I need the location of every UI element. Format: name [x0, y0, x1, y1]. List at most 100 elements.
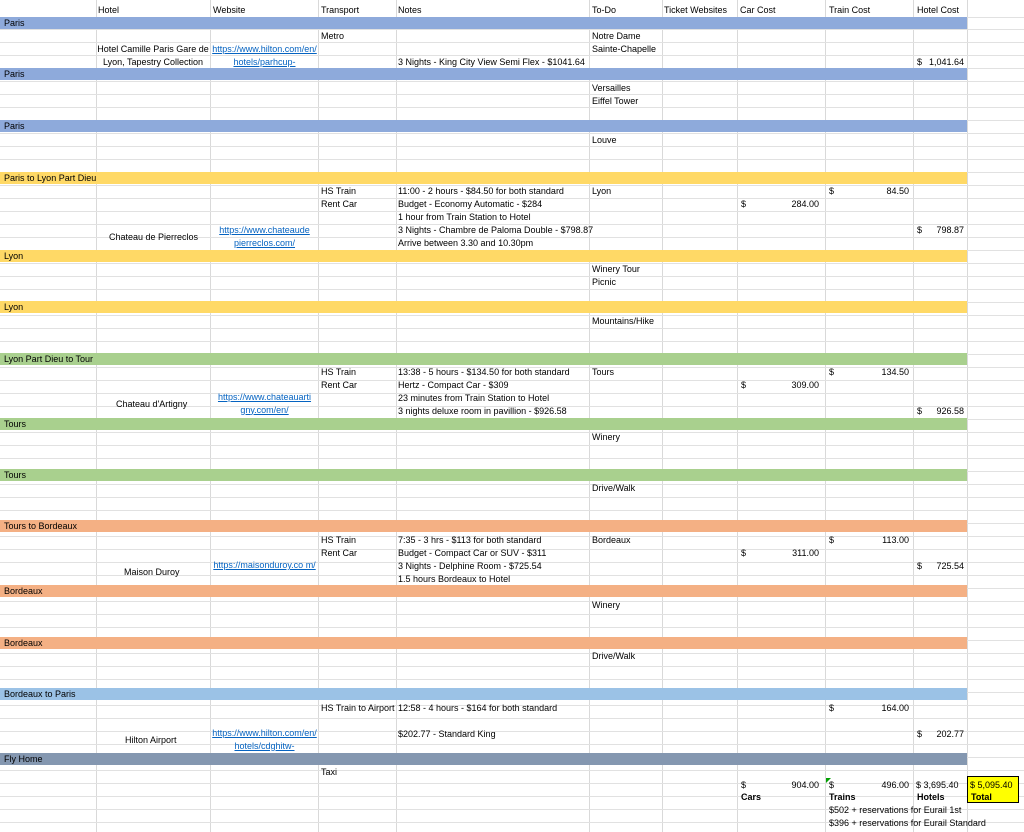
header-hotel-cost[interactable]: Hotel Cost: [917, 5, 960, 15]
gridline: [96, 0, 97, 832]
header-ticket-websites[interactable]: Ticket Websites: [664, 5, 728, 15]
gridline: [0, 55, 1024, 56]
transport-cell[interactable]: HS Train: [321, 186, 357, 196]
notes-cell[interactable]: 11:00 - 2 hours - $84.50 for both standa…: [398, 186, 564, 196]
todo-cell[interactable]: Bordeaux: [592, 535, 631, 545]
transport-cell[interactable]: Taxi: [321, 767, 338, 777]
todo-cell[interactable]: Winery Tour: [592, 264, 640, 274]
section-band-paris-to-lyon[interactable]: Paris to Lyon Part Dieu: [0, 172, 967, 184]
hotel-website-link[interactable]: https://www.hilton.com/en/hotels/parhcup…: [212, 44, 317, 67]
todo-cell[interactable]: Tours: [592, 367, 615, 377]
transport-cell[interactable]: Rent Car: [321, 548, 358, 558]
todo-cell[interactable]: Louve: [592, 135, 617, 145]
transport-cell[interactable]: HS Train to Airport: [321, 703, 395, 713]
hotel-website-link[interactable]: https://www.chateaude pierreclos.com/: [219, 225, 310, 248]
transport-cell[interactable]: Rent Car: [321, 380, 358, 390]
amount: 798.87: [936, 225, 964, 235]
hotel-website-link[interactable]: https://www.chateauarti gny.com/en/: [217, 392, 312, 415]
amount: 164.00: [881, 703, 909, 713]
section-band-fly-home[interactable]: Fly Home: [0, 753, 967, 765]
amount: 1,041.64: [928, 57, 964, 67]
hotel-name-cell[interactable]: Chateau de Pierreclos: [109, 232, 199, 242]
todo-cell[interactable]: Sainte-Chapelle: [592, 44, 657, 54]
notes-cell[interactable]: Budget - Compact Car or SUV - $311: [398, 548, 547, 558]
section-band-lyon[interactable]: Lyon: [0, 301, 967, 313]
notes-cell[interactable]: 1.5 hours Bordeaux to Hotel: [398, 574, 511, 584]
todo-cell[interactable]: Drive/Walk: [592, 651, 636, 661]
header-todo[interactable]: To-Do: [592, 5, 617, 15]
hotel-name-cell[interactable]: Hotel Camille Paris Gare de Lyon, Tapest…: [97, 44, 209, 67]
todo-cell[interactable]: Lyon: [592, 186, 612, 196]
notes-cell[interactable]: $202.77 - Standard King: [398, 729, 496, 739]
hotel-name-cell[interactable]: Hilton Airport: [125, 735, 177, 745]
section-band-lyon[interactable]: Lyon: [0, 250, 967, 262]
section-band-tours[interactable]: Tours: [0, 418, 967, 430]
notes-cell[interactable]: Hertz - Compact Car - $309: [398, 380, 509, 390]
gridline: [0, 822, 1024, 823]
amount: 84.50: [886, 186, 909, 196]
gridline: [0, 315, 1024, 316]
gridline: [0, 81, 1024, 82]
todo-cell[interactable]: Notre Dame: [592, 31, 641, 41]
eurail-standard-note[interactable]: $396 + reservations for Eurail Standard: [829, 818, 986, 828]
section-label: Paris: [4, 69, 25, 79]
todo-cell[interactable]: Winery: [592, 600, 621, 610]
header-train-cost[interactable]: Train Cost: [829, 5, 871, 15]
eurail-1st-note[interactable]: $502 + reservations for Eurail 1st: [829, 805, 962, 815]
header-website[interactable]: Website: [213, 5, 246, 15]
header-car-cost[interactable]: Car Cost: [740, 5, 776, 15]
gridline: [0, 731, 1024, 732]
hotel-name-cell[interactable]: Chateau d'Artigny: [116, 399, 188, 409]
hotel-name-cell[interactable]: Maison Duroy: [124, 567, 180, 577]
gridline: [0, 445, 1024, 446]
notes-cell[interactable]: 1 hour from Train Station to Hotel: [398, 212, 531, 222]
header-transport[interactable]: Transport: [321, 5, 360, 15]
gridline: [0, 393, 1024, 394]
cars-label[interactable]: Cars: [741, 792, 762, 802]
todo-cell[interactable]: Drive/Walk: [592, 483, 636, 493]
section-band-lyon-to-tours[interactable]: Lyon Part Dieu to Tour: [0, 353, 967, 365]
grand-total-cell[interactable]: $ 5,095.40 Total: [967, 776, 1019, 803]
header-hotel[interactable]: Hotel: [98, 5, 120, 15]
section-band-bordeaux[interactable]: Bordeaux: [0, 637, 967, 649]
transport-cell[interactable]: Metro: [321, 31, 345, 41]
todo-cell[interactable]: Mountains/Hike: [592, 316, 655, 326]
transport-cell[interactable]: HS Train: [321, 535, 357, 545]
gridline: [0, 484, 1024, 485]
notes-cell[interactable]: 12:58 - 4 hours - $164 for both standard: [398, 703, 558, 713]
notes-cell[interactable]: Budget - Economy Automatic - $284: [398, 199, 543, 209]
hotels-label[interactable]: Hotels: [917, 792, 945, 802]
transport-cell[interactable]: Rent Car: [321, 199, 358, 209]
transport-cell[interactable]: HS Train: [321, 367, 357, 377]
hotel-website-link[interactable]: https://www.hilton.com/en/hotels/cdghitw…: [212, 728, 317, 751]
notes-cell[interactable]: 3 Nights - King City View Semi Flex - $1…: [398, 57, 585, 67]
notes-cell[interactable]: 3 nights deluxe room in pavillion - $926…: [398, 406, 567, 416]
section-band-paris[interactable]: Paris: [0, 17, 967, 29]
section-band-tours[interactable]: Tours: [0, 469, 967, 481]
currency-symbol: $: [917, 406, 923, 416]
section-band-paris[interactable]: Paris: [0, 68, 967, 80]
notes-cell[interactable]: 3 Nights - Chambre de Paloma Double - $7…: [398, 225, 594, 235]
hotels-total-cell[interactable]: $ 3,695.40: [916, 780, 959, 790]
notes-cell[interactable]: 3 Nights - Delphine Room - $725.54: [398, 561, 542, 571]
todo-cell[interactable]: Picnic: [592, 277, 617, 287]
trains-label[interactable]: Trains: [829, 792, 856, 802]
amount: 309.00: [791, 380, 819, 390]
header-notes[interactable]: Notes: [398, 5, 422, 15]
section-band-tours-to-bordeaux[interactable]: Tours to Bordeaux: [0, 520, 967, 532]
section-label: Bordeaux: [4, 586, 43, 596]
hotel-website-link[interactable]: https://maisonduroy.co m/: [213, 560, 316, 570]
section-label: Fly Home: [4, 754, 43, 764]
notes-cell[interactable]: 13:38 - 5 hours - $134.50 for both stand…: [398, 367, 570, 377]
section-band-paris[interactable]: Paris: [0, 120, 967, 132]
notes-cell[interactable]: 7:35 - 3 hrs - $113 for both standard: [398, 535, 542, 545]
gridline: [0, 601, 1024, 602]
todo-cell[interactable]: Eiffel Tower: [592, 96, 639, 106]
notes-cell[interactable]: Arrive between 3.30 and 10.30pm: [398, 238, 534, 248]
notes-cell[interactable]: 23 minutes from Train Station to Hotel: [398, 393, 550, 403]
section-band-bordeaux[interactable]: Bordeaux: [0, 585, 967, 597]
section-band-bordeaux-to-paris[interactable]: Bordeaux to Paris: [0, 688, 967, 700]
todo-cell[interactable]: Versailles: [592, 83, 631, 93]
todo-cell[interactable]: Winery: [592, 432, 621, 442]
